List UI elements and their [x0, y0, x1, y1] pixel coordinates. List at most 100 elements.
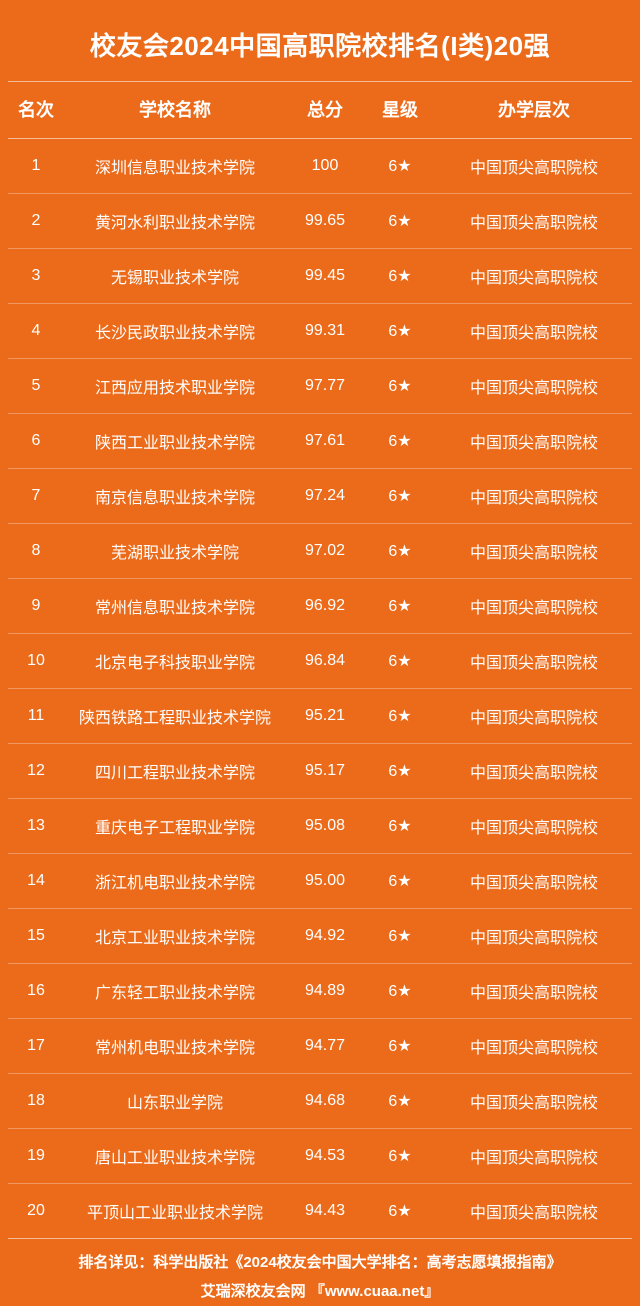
cell-name: 深圳信息职业技术学院 — [64, 139, 286, 194]
table-header-row: 名次 学校名称 总分 星级 办学层次 — [8, 82, 632, 139]
cell-star: 6★ — [364, 689, 436, 744]
cell-rank: 3 — [8, 249, 64, 304]
cell-rank: 20 — [8, 1184, 64, 1239]
ranking-table: 名次 学校名称 总分 星级 办学层次 1深圳信息职业技术学院1006★中国顶尖高… — [8, 81, 632, 1239]
cell-score: 95.00 — [286, 854, 364, 909]
cell-star: 6★ — [364, 304, 436, 359]
cell-score: 94.77 — [286, 1019, 364, 1074]
cell-star: 6★ — [364, 1184, 436, 1239]
cell-name: 北京工业职业技术学院 — [64, 909, 286, 964]
cell-rank: 16 — [8, 964, 64, 1019]
col-header-star: 星级 — [364, 82, 436, 139]
cell-score: 99.45 — [286, 249, 364, 304]
cell-score: 97.24 — [286, 469, 364, 524]
cell-rank: 7 — [8, 469, 64, 524]
cell-score: 94.92 — [286, 909, 364, 964]
cell-level: 中国顶尖高职院校 — [436, 414, 632, 469]
cell-star: 6★ — [364, 249, 436, 304]
cell-rank: 18 — [8, 1074, 64, 1129]
cell-level: 中国顶尖高职院校 — [436, 524, 632, 579]
cell-star: 6★ — [364, 854, 436, 909]
cell-star: 6★ — [364, 909, 436, 964]
cell-score: 97.61 — [286, 414, 364, 469]
table-body: 1深圳信息职业技术学院1006★中国顶尖高职院校2黄河水利职业技术学院99.65… — [8, 139, 632, 1239]
cell-level: 中国顶尖高职院校 — [436, 579, 632, 634]
table-row: 3无锡职业技术学院99.456★中国顶尖高职院校 — [8, 249, 632, 304]
col-header-rank: 名次 — [8, 82, 64, 139]
cell-level: 中国顶尖高职院校 — [436, 139, 632, 194]
cell-name: 黄河水利职业技术学院 — [64, 194, 286, 249]
table-row: 5江西应用技术职业学院97.776★中国顶尖高职院校 — [8, 359, 632, 414]
cell-star: 6★ — [364, 139, 436, 194]
cell-name: 唐山工业职业技术学院 — [64, 1129, 286, 1184]
table-row: 14浙江机电职业技术学院95.006★中国顶尖高职院校 — [8, 854, 632, 909]
cell-score: 96.92 — [286, 579, 364, 634]
cell-star: 6★ — [364, 1129, 436, 1184]
table-row: 4长沙民政职业技术学院99.316★中国顶尖高职院校 — [8, 304, 632, 359]
table-row: 1深圳信息职业技术学院1006★中国顶尖高职院校 — [8, 139, 632, 194]
cell-level: 中国顶尖高职院校 — [436, 194, 632, 249]
cell-rank: 1 — [8, 139, 64, 194]
cell-level: 中国顶尖高职院校 — [436, 249, 632, 304]
table-row: 11陕西铁路工程职业技术学院95.216★中国顶尖高职院校 — [8, 689, 632, 744]
cell-star: 6★ — [364, 799, 436, 854]
col-header-level: 办学层次 — [436, 82, 632, 139]
cell-star: 6★ — [364, 524, 436, 579]
cell-star: 6★ — [364, 579, 436, 634]
cell-star: 6★ — [364, 964, 436, 1019]
table-row: 10北京电子科技职业学院96.846★中国顶尖高职院校 — [8, 634, 632, 689]
cell-level: 中国顶尖高职院校 — [436, 689, 632, 744]
cell-rank: 13 — [8, 799, 64, 854]
cell-name: 陕西铁路工程职业技术学院 — [64, 689, 286, 744]
cell-rank: 17 — [8, 1019, 64, 1074]
cell-score: 97.02 — [286, 524, 364, 579]
cell-rank: 4 — [8, 304, 64, 359]
cell-star: 6★ — [364, 1019, 436, 1074]
cell-star: 6★ — [364, 469, 436, 524]
table-row: 18山东职业学院94.686★中国顶尖高职院校 — [8, 1074, 632, 1129]
footer: 排名详见：科学出版社《2024校友会中国大学排名：高考志愿填报指南》 艾瑞深校友… — [8, 1239, 632, 1306]
cell-level: 中国顶尖高职院校 — [436, 909, 632, 964]
cell-score: 95.21 — [286, 689, 364, 744]
cell-name: 四川工程职业技术学院 — [64, 744, 286, 799]
cell-name: 陕西工业职业技术学院 — [64, 414, 286, 469]
cell-score: 94.68 — [286, 1074, 364, 1129]
cell-level: 中国顶尖高职院校 — [436, 359, 632, 414]
cell-star: 6★ — [364, 744, 436, 799]
table-row: 2黄河水利职业技术学院99.656★中国顶尖高职院校 — [8, 194, 632, 249]
cell-name: 浙江机电职业技术学院 — [64, 854, 286, 909]
cell-rank: 8 — [8, 524, 64, 579]
table-row: 6陕西工业职业技术学院97.616★中国顶尖高职院校 — [8, 414, 632, 469]
cell-name: 广东轻工职业技术学院 — [64, 964, 286, 1019]
cell-name: 平顶山工业职业技术学院 — [64, 1184, 286, 1239]
cell-score: 94.53 — [286, 1129, 364, 1184]
table-row: 16广东轻工职业技术学院94.896★中国顶尖高职院校 — [8, 964, 632, 1019]
cell-rank: 2 — [8, 194, 64, 249]
cell-name: 山东职业学院 — [64, 1074, 286, 1129]
cell-rank: 9 — [8, 579, 64, 634]
cell-name: 常州信息职业技术学院 — [64, 579, 286, 634]
table-row: 15北京工业职业技术学院94.926★中国顶尖高职院校 — [8, 909, 632, 964]
cell-star: 6★ — [364, 194, 436, 249]
cell-level: 中国顶尖高职院校 — [436, 469, 632, 524]
col-header-name: 学校名称 — [64, 82, 286, 139]
table-row: 9常州信息职业技术学院96.926★中国顶尖高职院校 — [8, 579, 632, 634]
cell-score: 97.77 — [286, 359, 364, 414]
cell-score: 95.08 — [286, 799, 364, 854]
table-row: 7南京信息职业技术学院97.246★中国顶尖高职院校 — [8, 469, 632, 524]
footer-line-1: 排名详见：科学出版社《2024校友会中国大学排名：高考志愿填报指南》 — [8, 1249, 632, 1278]
cell-rank: 19 — [8, 1129, 64, 1184]
cell-name: 常州机电职业技术学院 — [64, 1019, 286, 1074]
cell-name: 无锡职业技术学院 — [64, 249, 286, 304]
cell-score: 96.84 — [286, 634, 364, 689]
cell-star: 6★ — [364, 1074, 436, 1129]
cell-star: 6★ — [364, 359, 436, 414]
col-header-score: 总分 — [286, 82, 364, 139]
ranking-card: 校友会2024中国高职院校排名(I类)20强 名次 学校名称 总分 星级 办学层… — [0, 0, 640, 1196]
cell-score: 100 — [286, 139, 364, 194]
cell-rank: 10 — [8, 634, 64, 689]
cell-rank: 12 — [8, 744, 64, 799]
cell-score: 99.65 — [286, 194, 364, 249]
footer-line-2: 艾瑞深校友会网 『www.cuaa.net』 — [8, 1278, 632, 1306]
cell-rank: 11 — [8, 689, 64, 744]
